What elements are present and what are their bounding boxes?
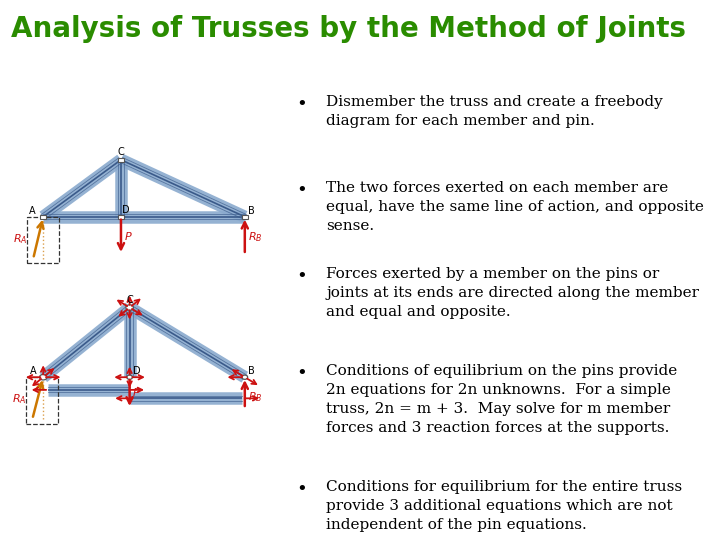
Text: •: • bbox=[297, 481, 307, 498]
Text: $R_A$: $R_A$ bbox=[13, 232, 27, 246]
Text: D: D bbox=[133, 366, 140, 375]
Circle shape bbox=[40, 374, 47, 380]
Text: The two forces exerted on each member are
equal, have the same line of action, a: The two forces exerted on each member ar… bbox=[326, 181, 704, 233]
Text: •: • bbox=[297, 181, 307, 199]
Circle shape bbox=[127, 375, 132, 379]
Text: D: D bbox=[122, 205, 130, 215]
Text: •: • bbox=[297, 95, 307, 113]
Text: •: • bbox=[297, 364, 307, 382]
Text: P: P bbox=[125, 232, 131, 242]
Text: Dismember the truss and create a freebody
diagram for each member and pin.: Dismember the truss and create a freebod… bbox=[326, 95, 663, 128]
Text: $R_B$: $R_B$ bbox=[248, 390, 263, 404]
Text: B: B bbox=[248, 366, 255, 375]
Text: A: A bbox=[30, 206, 36, 215]
Text: Conditions for equilibrium for the entire truss
provide 3 additional equations w: Conditions for equilibrium for the entir… bbox=[326, 481, 683, 532]
Bar bbox=[242, 215, 248, 219]
Circle shape bbox=[242, 375, 248, 379]
Text: $R_A$: $R_A$ bbox=[12, 393, 27, 406]
Text: Analysis of Trusses by the Method of Joints: Analysis of Trusses by the Method of Joi… bbox=[11, 15, 685, 43]
Text: B: B bbox=[248, 206, 255, 215]
Bar bbox=[118, 215, 124, 219]
Text: Forces exerted by a member on the pins or
joints at its ends are directed along : Forces exerted by a member on the pins o… bbox=[326, 267, 699, 319]
Bar bbox=[27, 377, 58, 424]
Bar bbox=[27, 217, 59, 263]
Text: A: A bbox=[30, 366, 37, 375]
Bar bbox=[40, 215, 46, 219]
Circle shape bbox=[126, 305, 133, 310]
Text: P: P bbox=[133, 388, 140, 398]
Text: •: • bbox=[297, 267, 307, 285]
Text: C: C bbox=[126, 295, 133, 305]
Bar bbox=[118, 158, 124, 162]
Text: C: C bbox=[117, 147, 125, 157]
Text: $R_B$: $R_B$ bbox=[248, 230, 263, 244]
Text: Conditions of equilibrium on the pins provide
2n equations for 2n unknowns.  For: Conditions of equilibrium on the pins pr… bbox=[326, 364, 678, 435]
